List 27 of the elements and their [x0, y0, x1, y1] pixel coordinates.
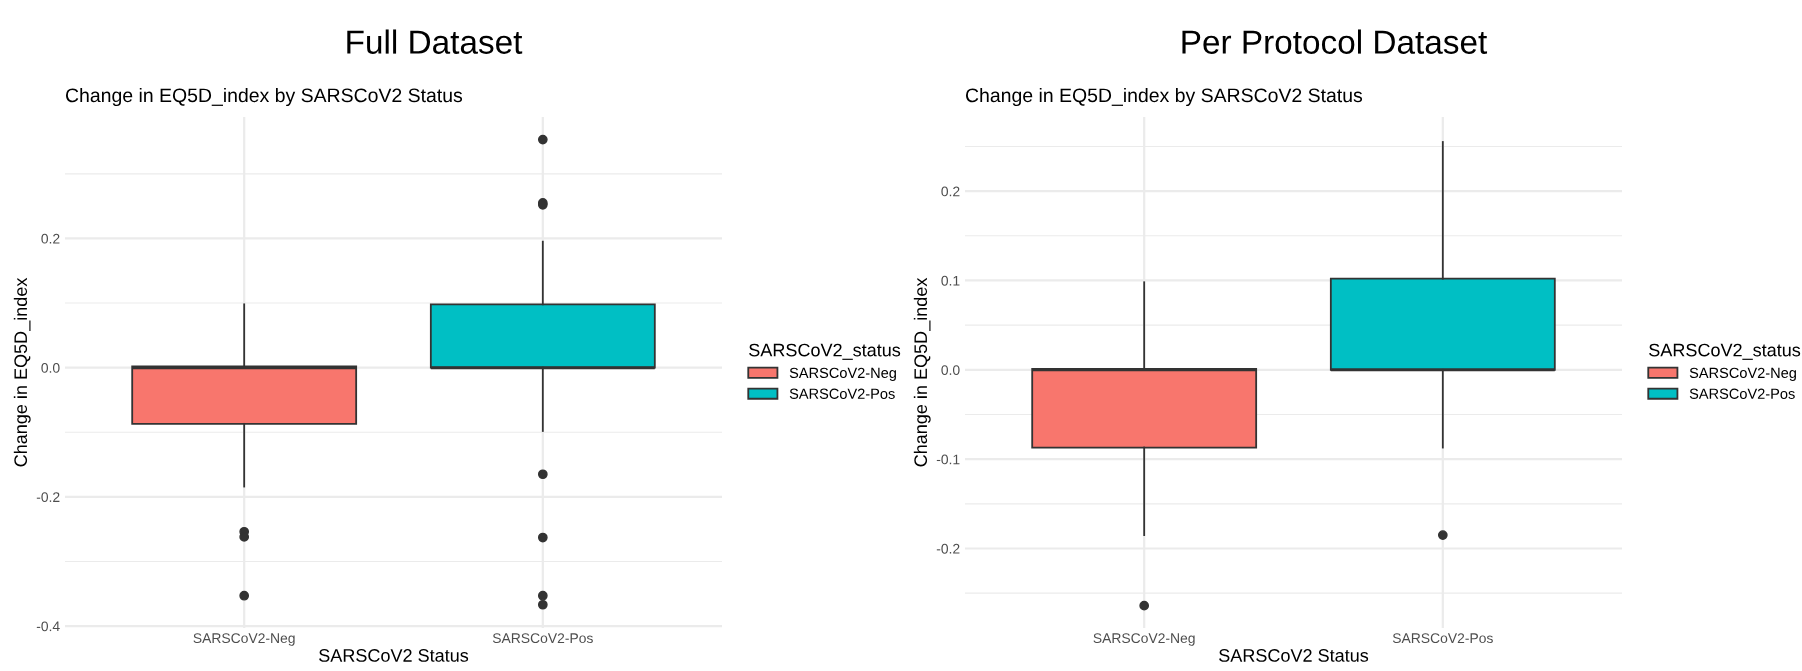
- y-axis-title: Change in EQ5D_index: [913, 277, 931, 467]
- y-tick-label: -0.2: [936, 543, 960, 554]
- legend-label: SARSCoV2-Neg: [1689, 367, 1796, 381]
- y-tick-label: -0.4: [36, 621, 60, 632]
- y-tick-label: 0.0: [941, 365, 960, 375]
- x-tick-label: SARSCoV2-Neg: [193, 633, 295, 646]
- chart-title: Per Protocol Dataset: [1182, 29, 1488, 54]
- x-axis-title: SARSCoV2 Status: [319, 649, 469, 662]
- y-tick-label: 0.1: [941, 275, 960, 286]
- legend-title: SARSCoV2_status: [749, 343, 901, 360]
- y-tick-label: 0.2: [41, 233, 60, 244]
- x-tick-label: SARSCoV2-Neg: [1093, 633, 1195, 646]
- y-tick-label: 0.2: [941, 186, 960, 197]
- legend-label: SARSCoV2-Pos: [1689, 388, 1795, 399]
- x-axis-title: SARSCoV2 Status: [1219, 649, 1369, 662]
- y-tick-label: -0.1: [936, 454, 960, 465]
- legend-label: SARSCoV2-Pos: [789, 388, 895, 399]
- chart-title: Full Dataset: [347, 29, 523, 54]
- chart-subtitle: Change in EQ5D_index by SARSCoV2 Status: [965, 87, 1363, 107]
- legend-label: SARSCoV2-Neg: [789, 367, 896, 381]
- y-tick-label: -0.2: [36, 492, 60, 503]
- chart-subtitle: Change in EQ5D_index by SARSCoV2 Status: [65, 87, 463, 107]
- x-tick-label: SARSCoV2-Pos: [492, 633, 593, 644]
- x-tick-label: SARSCoV2-Pos: [1392, 633, 1493, 644]
- y-tick-label: 0.0: [41, 362, 60, 373]
- legend-title: SARSCoV2_status: [1649, 343, 1801, 360]
- y-axis-title: Change in EQ5D_index: [13, 277, 31, 467]
